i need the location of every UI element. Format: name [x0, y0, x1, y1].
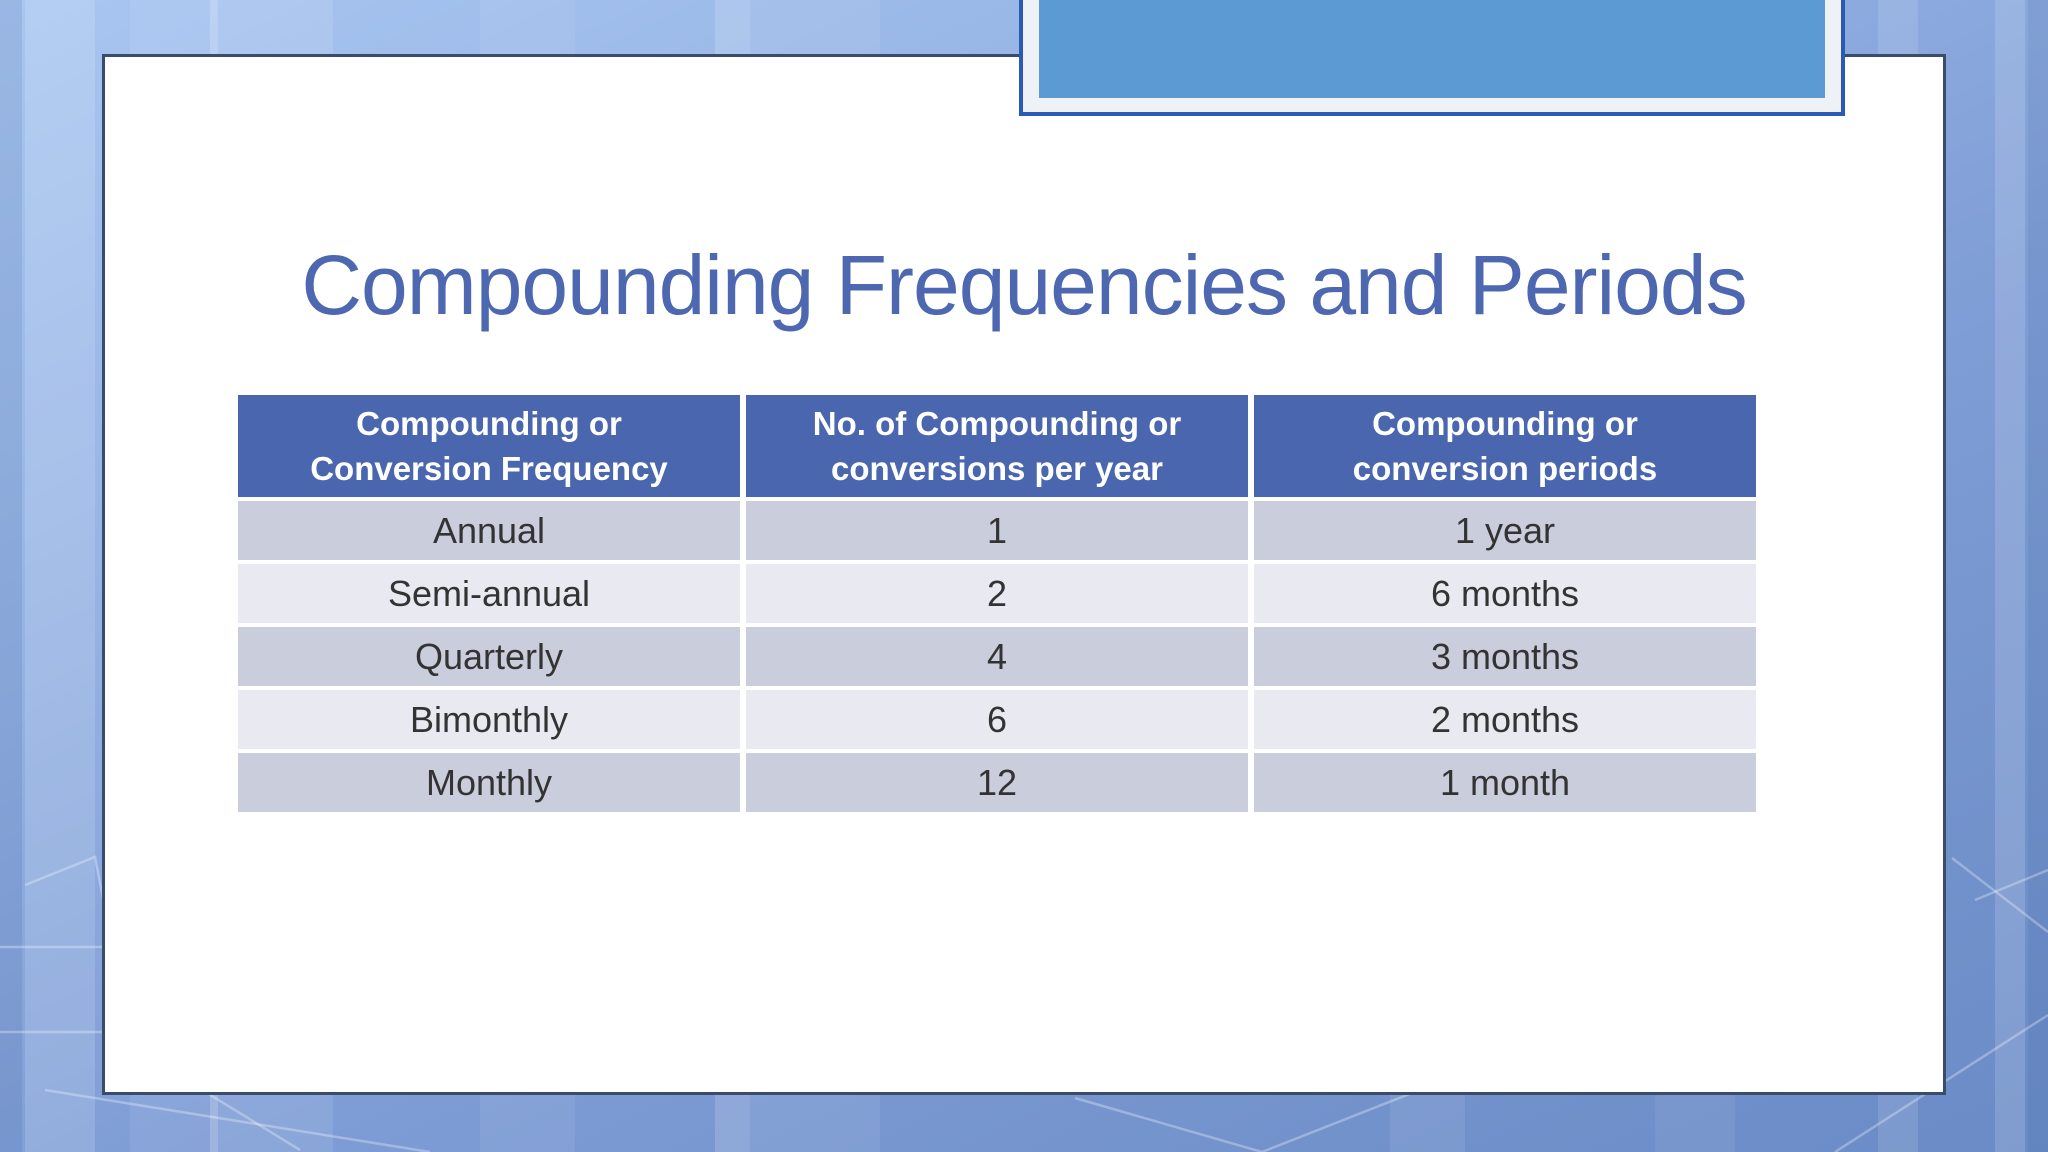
- cell-frequency: Monthly: [238, 753, 740, 812]
- slide-title: Compounding Frequencies and Periods: [301, 238, 1747, 332]
- cell-count: 1: [746, 501, 1248, 560]
- accent-bar-fill: [1039, 0, 1825, 98]
- slide-page: Compounding Frequencies and Periods Comp…: [102, 54, 1946, 1095]
- cell-period: 6 months: [1254, 564, 1756, 623]
- cell-period: 1 year: [1254, 501, 1756, 560]
- cell-count: 4: [746, 627, 1248, 686]
- cell-count: 2: [746, 564, 1248, 623]
- cell-count: 6: [746, 690, 1248, 749]
- cell-period: 2 months: [1254, 690, 1756, 749]
- frequency-table: Compounding or Conversion Frequency No. …: [238, 395, 1756, 812]
- cell-period: 1 month: [1254, 753, 1756, 812]
- header-cell-period: Compounding or conversion periods: [1254, 395, 1756, 497]
- cell-frequency: Bimonthly: [238, 690, 740, 749]
- cell-frequency: Quarterly: [238, 627, 740, 686]
- accent-bar: [1019, 0, 1845, 116]
- cell-frequency: Annual: [238, 501, 740, 560]
- cell-period: 3 months: [1254, 627, 1756, 686]
- cell-count: 12: [746, 753, 1248, 812]
- cell-frequency: Semi-annual: [238, 564, 740, 623]
- header-cell-count: No. of Compounding or conversions per ye…: [746, 395, 1248, 497]
- header-cell-frequency: Compounding or Conversion Frequency: [238, 395, 740, 497]
